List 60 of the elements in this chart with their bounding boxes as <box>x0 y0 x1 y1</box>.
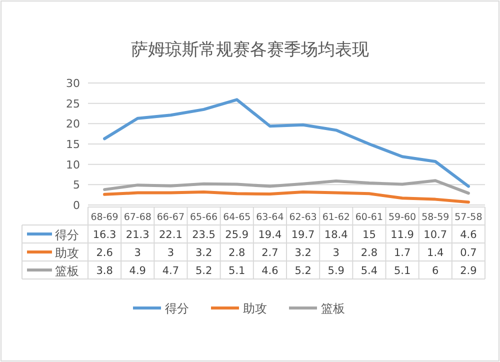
x-tick-label: 57-58 <box>454 212 482 223</box>
x-tick-label: 61-62 <box>322 212 350 223</box>
data-label: 5.4 <box>360 265 378 277</box>
data-label: 3.8 <box>96 265 113 277</box>
x-tick-label: 67-68 <box>124 212 152 223</box>
data-label: 18.4 <box>324 229 348 241</box>
x-tick-label: 66-67 <box>156 212 185 223</box>
data-label: 3 <box>134 247 141 259</box>
data-label: 2.9 <box>460 265 477 277</box>
x-tick-label: 62-63 <box>289 212 317 223</box>
data-label: 5.2 <box>195 265 212 277</box>
legend-label: 篮板 <box>55 264 79 278</box>
legend: 得分 助攻 篮板 <box>133 302 345 316</box>
y-tick-label: 20 <box>66 118 80 131</box>
data-label: 1.4 <box>427 247 444 259</box>
y-tick-label: 15 <box>66 138 80 151</box>
data-label: 25.9 <box>225 229 249 241</box>
data-label: 10.7 <box>424 229 448 241</box>
data-label: 15 <box>362 229 376 241</box>
legend-label: 得分 <box>55 228 79 242</box>
data-label: 3 <box>332 247 340 259</box>
y-tick-label: 10 <box>66 158 80 172</box>
data-label: 5.1 <box>228 265 246 277</box>
data-label: 4.6 <box>460 229 478 241</box>
data-label: 23.5 <box>192 229 216 241</box>
data-label: 16.3 <box>92 229 116 241</box>
data-label: 4.9 <box>129 265 146 277</box>
x-tick-label: 63-64 <box>256 212 284 223</box>
legend-label: 助攻 <box>55 246 79 260</box>
data-label: 1.7 <box>394 247 411 259</box>
data-label: 2.7 <box>262 247 278 259</box>
data-label: 6 <box>432 265 440 277</box>
y-tick-label: 5 <box>73 178 80 192</box>
data-label: 11.9 <box>390 229 414 241</box>
x-tick-label: 65-66 <box>190 212 218 223</box>
y-tick-label: 30 <box>66 77 80 90</box>
data-label: 2.8 <box>228 247 246 259</box>
y-tick-label: 25 <box>66 97 80 110</box>
data-label: 0.7 <box>460 247 477 259</box>
data-label: 2.6 <box>96 247 114 259</box>
data-label: 5.2 <box>294 265 312 277</box>
x-tick-label: 59-60 <box>388 212 416 223</box>
x-tick-label: 60-61 <box>355 212 384 223</box>
x-tick-label: 64-65 <box>223 212 251 223</box>
data-label: 19.4 <box>258 229 282 241</box>
data-label: 2.8 <box>360 247 378 259</box>
data-label: 4.6 <box>262 265 279 277</box>
data-label: 4.7 <box>162 265 180 277</box>
x-tick-label: 58-59 <box>422 212 450 223</box>
data-label: 3.2 <box>195 247 212 259</box>
data-label: 5.9 <box>328 265 344 277</box>
data-label: 3.2 <box>294 247 312 259</box>
data-label: 19.7 <box>291 229 315 241</box>
data-label: 22.1 <box>159 229 182 241</box>
y-tick-label: 0 <box>73 199 80 212</box>
data-label: 21.3 <box>126 229 150 241</box>
data-label: 3 <box>167 247 174 259</box>
data-label: 5.1 <box>394 265 411 277</box>
chart-title: 萨姆琼斯常规赛各赛季场均表现 <box>131 40 369 60</box>
x-tick-label: 68-69 <box>90 212 118 223</box>
